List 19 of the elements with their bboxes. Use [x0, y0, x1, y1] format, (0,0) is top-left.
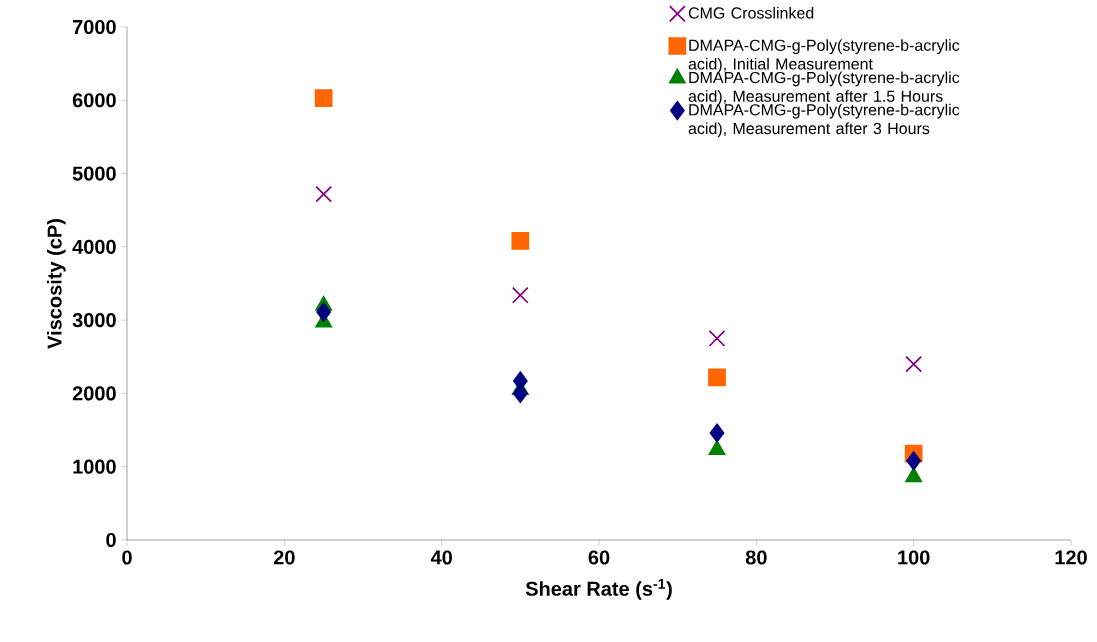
legend-label: DMAPA-CMG-g-Poly(styrene-b-acrylic acid), Measurement after 3 Hours [688, 103, 960, 138]
y-tick-label: 6000 [72, 93, 116, 108]
x-tick-label: 0 [122, 550, 132, 565]
y-tick-label: 1000 [73, 459, 116, 474]
y-tick-label: 7000 [72, 19, 116, 35]
y-tick-label: 2000 [72, 386, 116, 401]
x-tick-label: 80 [745, 550, 767, 565]
x-tick-label: 120 [1055, 550, 1087, 565]
y-tick-label: 5000 [72, 166, 116, 181]
y-tick-label: 3000 [72, 313, 116, 328]
legend-label: CMG Crosslinked [688, 6, 814, 19]
y-axis-title: Viscosity (cP) [46, 219, 66, 349]
x-tick-label: 40 [430, 550, 452, 565]
x-tick-label: 100 [898, 550, 930, 565]
x-tick-label: 20 [273, 550, 295, 565]
x-axis-title: Shear Rate (s$^{-1}$) [525, 579, 672, 600]
y-tick-label: 4000 [72, 239, 116, 254]
y-tick-label: 0 [106, 532, 116, 548]
x-tick-label: 60 [588, 550, 610, 565]
